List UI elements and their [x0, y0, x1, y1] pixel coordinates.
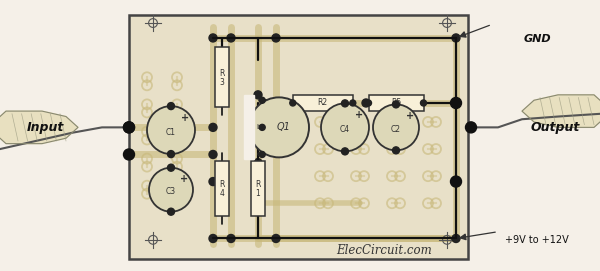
- Text: R: R: [220, 69, 224, 78]
- Circle shape: [254, 159, 262, 167]
- Text: Output: Output: [530, 121, 580, 134]
- Circle shape: [341, 100, 349, 107]
- Circle shape: [373, 104, 419, 150]
- Circle shape: [452, 34, 460, 42]
- Text: ElecCircuit.com: ElecCircuit.com: [336, 244, 432, 257]
- Circle shape: [125, 123, 133, 131]
- Text: b: b: [257, 124, 261, 130]
- Bar: [251, 161, 265, 216]
- Circle shape: [392, 147, 400, 154]
- Circle shape: [452, 99, 460, 107]
- Circle shape: [259, 124, 265, 130]
- Text: 4: 4: [220, 189, 224, 198]
- Circle shape: [167, 208, 175, 215]
- Circle shape: [254, 123, 262, 131]
- Text: GND: GND: [523, 34, 551, 44]
- Circle shape: [466, 122, 476, 133]
- Circle shape: [125, 150, 133, 159]
- Text: +: +: [406, 111, 414, 121]
- Text: R5: R5: [391, 98, 401, 108]
- Text: R2: R2: [318, 98, 328, 108]
- Text: C1: C1: [166, 128, 176, 137]
- Circle shape: [254, 91, 262, 99]
- Circle shape: [407, 99, 415, 107]
- Circle shape: [259, 151, 265, 157]
- Polygon shape: [0, 111, 78, 144]
- Circle shape: [452, 234, 460, 243]
- Circle shape: [249, 97, 309, 157]
- Circle shape: [147, 106, 195, 154]
- Circle shape: [321, 103, 369, 151]
- Bar: [129, 15, 468, 259]
- Circle shape: [227, 34, 235, 42]
- Text: +: +: [355, 110, 364, 120]
- Circle shape: [124, 149, 134, 160]
- Circle shape: [124, 122, 134, 133]
- Bar: [293, 95, 353, 111]
- Circle shape: [290, 100, 296, 106]
- Circle shape: [209, 34, 217, 42]
- Circle shape: [421, 100, 427, 106]
- Text: C2: C2: [391, 125, 401, 134]
- Bar: [215, 161, 229, 216]
- Circle shape: [167, 103, 175, 109]
- Circle shape: [365, 100, 371, 106]
- Circle shape: [124, 122, 134, 133]
- Circle shape: [392, 101, 400, 108]
- Text: Input: Input: [26, 121, 64, 134]
- Circle shape: [451, 98, 461, 108]
- Circle shape: [227, 234, 235, 243]
- Polygon shape: [522, 95, 600, 127]
- Text: Q1: Q1: [277, 122, 291, 132]
- Circle shape: [362, 99, 370, 107]
- Bar: [215, 47, 229, 107]
- Text: R: R: [220, 180, 224, 189]
- Bar: [244, 95, 254, 159]
- Circle shape: [341, 148, 349, 155]
- Text: +9V to +12V: +9V to +12V: [505, 235, 569, 245]
- Circle shape: [167, 151, 175, 157]
- Circle shape: [209, 150, 217, 159]
- Circle shape: [272, 34, 280, 42]
- Circle shape: [209, 123, 217, 131]
- Circle shape: [317, 99, 325, 107]
- Circle shape: [272, 99, 280, 107]
- Text: +: +: [180, 174, 188, 184]
- Circle shape: [209, 234, 217, 243]
- Text: R: R: [256, 180, 260, 189]
- Text: c: c: [257, 97, 261, 103]
- Circle shape: [451, 176, 461, 187]
- Text: +: +: [181, 113, 190, 123]
- Text: 3: 3: [220, 78, 224, 87]
- Circle shape: [259, 97, 265, 103]
- Circle shape: [149, 168, 193, 212]
- Bar: [368, 95, 424, 111]
- Circle shape: [209, 178, 217, 186]
- Text: 1: 1: [256, 189, 260, 198]
- Circle shape: [272, 234, 280, 243]
- Text: e: e: [257, 151, 261, 157]
- Circle shape: [254, 191, 262, 199]
- Text: C3: C3: [166, 187, 176, 196]
- Circle shape: [350, 100, 356, 106]
- Text: C4: C4: [340, 125, 350, 134]
- Circle shape: [167, 164, 175, 171]
